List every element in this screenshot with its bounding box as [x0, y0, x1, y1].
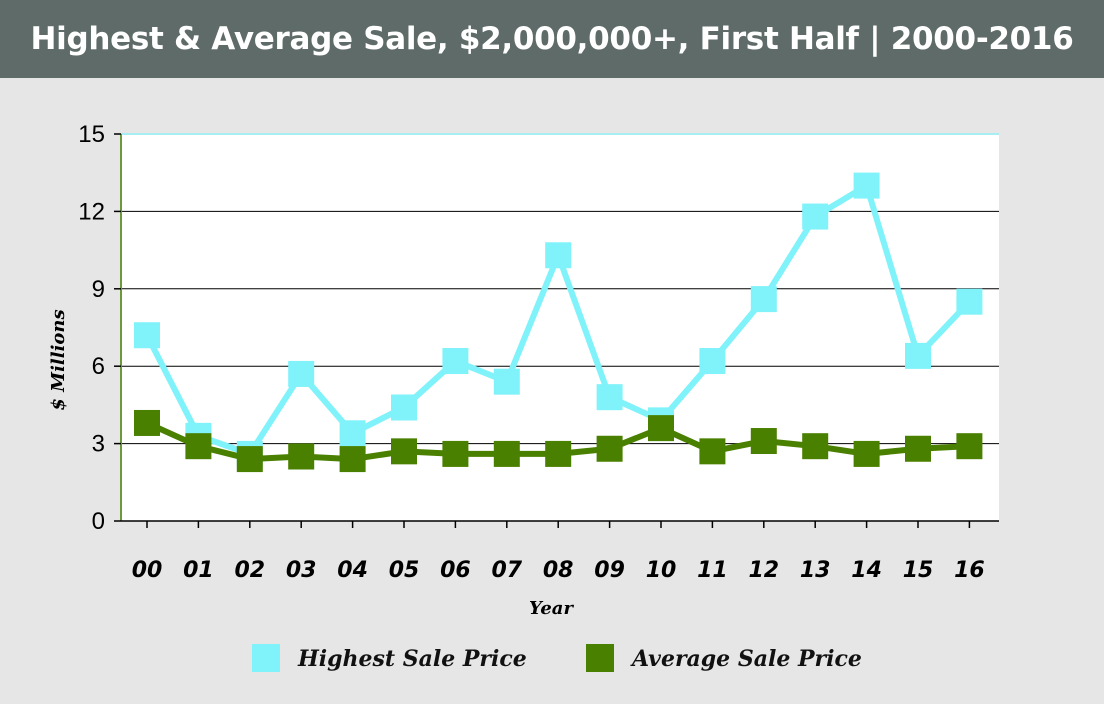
data-point — [134, 409, 160, 436]
data-point — [596, 384, 623, 411]
gridlines — [121, 210, 999, 445]
data-point — [134, 322, 160, 349]
x-tick-label: 07 — [491, 558, 522, 583]
data-point — [288, 443, 315, 470]
legend: Highest Sale Price Average Sale Price — [252, 644, 862, 672]
data-point — [802, 203, 829, 230]
data-point — [442, 348, 469, 375]
data-point — [750, 286, 777, 313]
data-point — [339, 446, 366, 473]
x-tick-label: 10 — [646, 558, 677, 583]
x-tick-label: 06 — [440, 558, 471, 583]
x-tick-label: 05 — [389, 558, 420, 583]
data-point — [185, 433, 212, 460]
y-tick-labels: 0 3 6 9 12 15 — [78, 121, 121, 535]
legend-swatch — [252, 644, 280, 672]
data-point — [596, 435, 623, 462]
y-axis-title: $ Millions — [48, 309, 69, 410]
chart-title: Highest & Average Sale, $2,000,000+, Fir… — [30, 21, 1074, 57]
x-tick-label: 03 — [286, 558, 317, 583]
data-point — [236, 446, 263, 473]
y-tick-label: 6 — [92, 353, 105, 380]
x-tick-label: 12 — [748, 558, 779, 583]
x-tick-label: 15 — [903, 558, 934, 583]
data-point — [493, 440, 520, 467]
data-point — [699, 348, 726, 375]
data-point — [956, 288, 983, 315]
y-tick-label: 12 — [78, 198, 105, 225]
data-point — [545, 440, 572, 467]
data-point — [493, 368, 520, 395]
data-point — [442, 440, 469, 467]
y-tick-label: 0 — [92, 508, 105, 535]
data-point — [288, 360, 315, 387]
legend-label: Average Sale Price — [630, 646, 862, 672]
x-tick-label: 08 — [543, 558, 574, 583]
data-point — [802, 433, 829, 460]
x-tick-labels: 00 01 02 03 04 05 06 07 08 09 10 11 12 13 14 15 16 — [132, 521, 985, 583]
x-tick-label: 11 — [697, 558, 728, 583]
x-tick-label: 16 — [954, 558, 985, 583]
data-point — [545, 242, 572, 269]
y-tick-label: 9 — [92, 276, 105, 303]
x-tick-label: 00 — [132, 558, 163, 583]
data-point — [391, 394, 417, 421]
series-average — [134, 409, 983, 473]
data-point — [905, 342, 931, 369]
y-tick-label: 3 — [92, 431, 105, 458]
data-point — [750, 428, 777, 455]
data-point — [699, 438, 726, 465]
title-bar: Highest & Average Sale, $2,000,000+, Fir… — [0, 0, 1104, 78]
x-tick-label: 13 — [800, 558, 831, 583]
data-point — [905, 435, 931, 462]
x-tick-label: 14 — [851, 558, 882, 583]
x-axis-title: Year — [529, 598, 574, 619]
data-point — [853, 440, 880, 467]
data-point — [339, 420, 366, 447]
legend-swatch — [586, 644, 614, 672]
data-point — [956, 433, 983, 460]
x-tick-label: 04 — [337, 558, 368, 583]
y-tick-label: 15 — [78, 121, 105, 148]
legend-label: Highest Sale Price — [297, 646, 527, 672]
data-point — [853, 172, 880, 199]
x-tick-label: 09 — [594, 558, 625, 583]
series-layer — [134, 172, 983, 473]
data-point — [648, 415, 674, 442]
data-point — [391, 438, 417, 465]
x-tick-label: 01 — [183, 558, 214, 583]
x-tick-label: 02 — [234, 558, 265, 583]
